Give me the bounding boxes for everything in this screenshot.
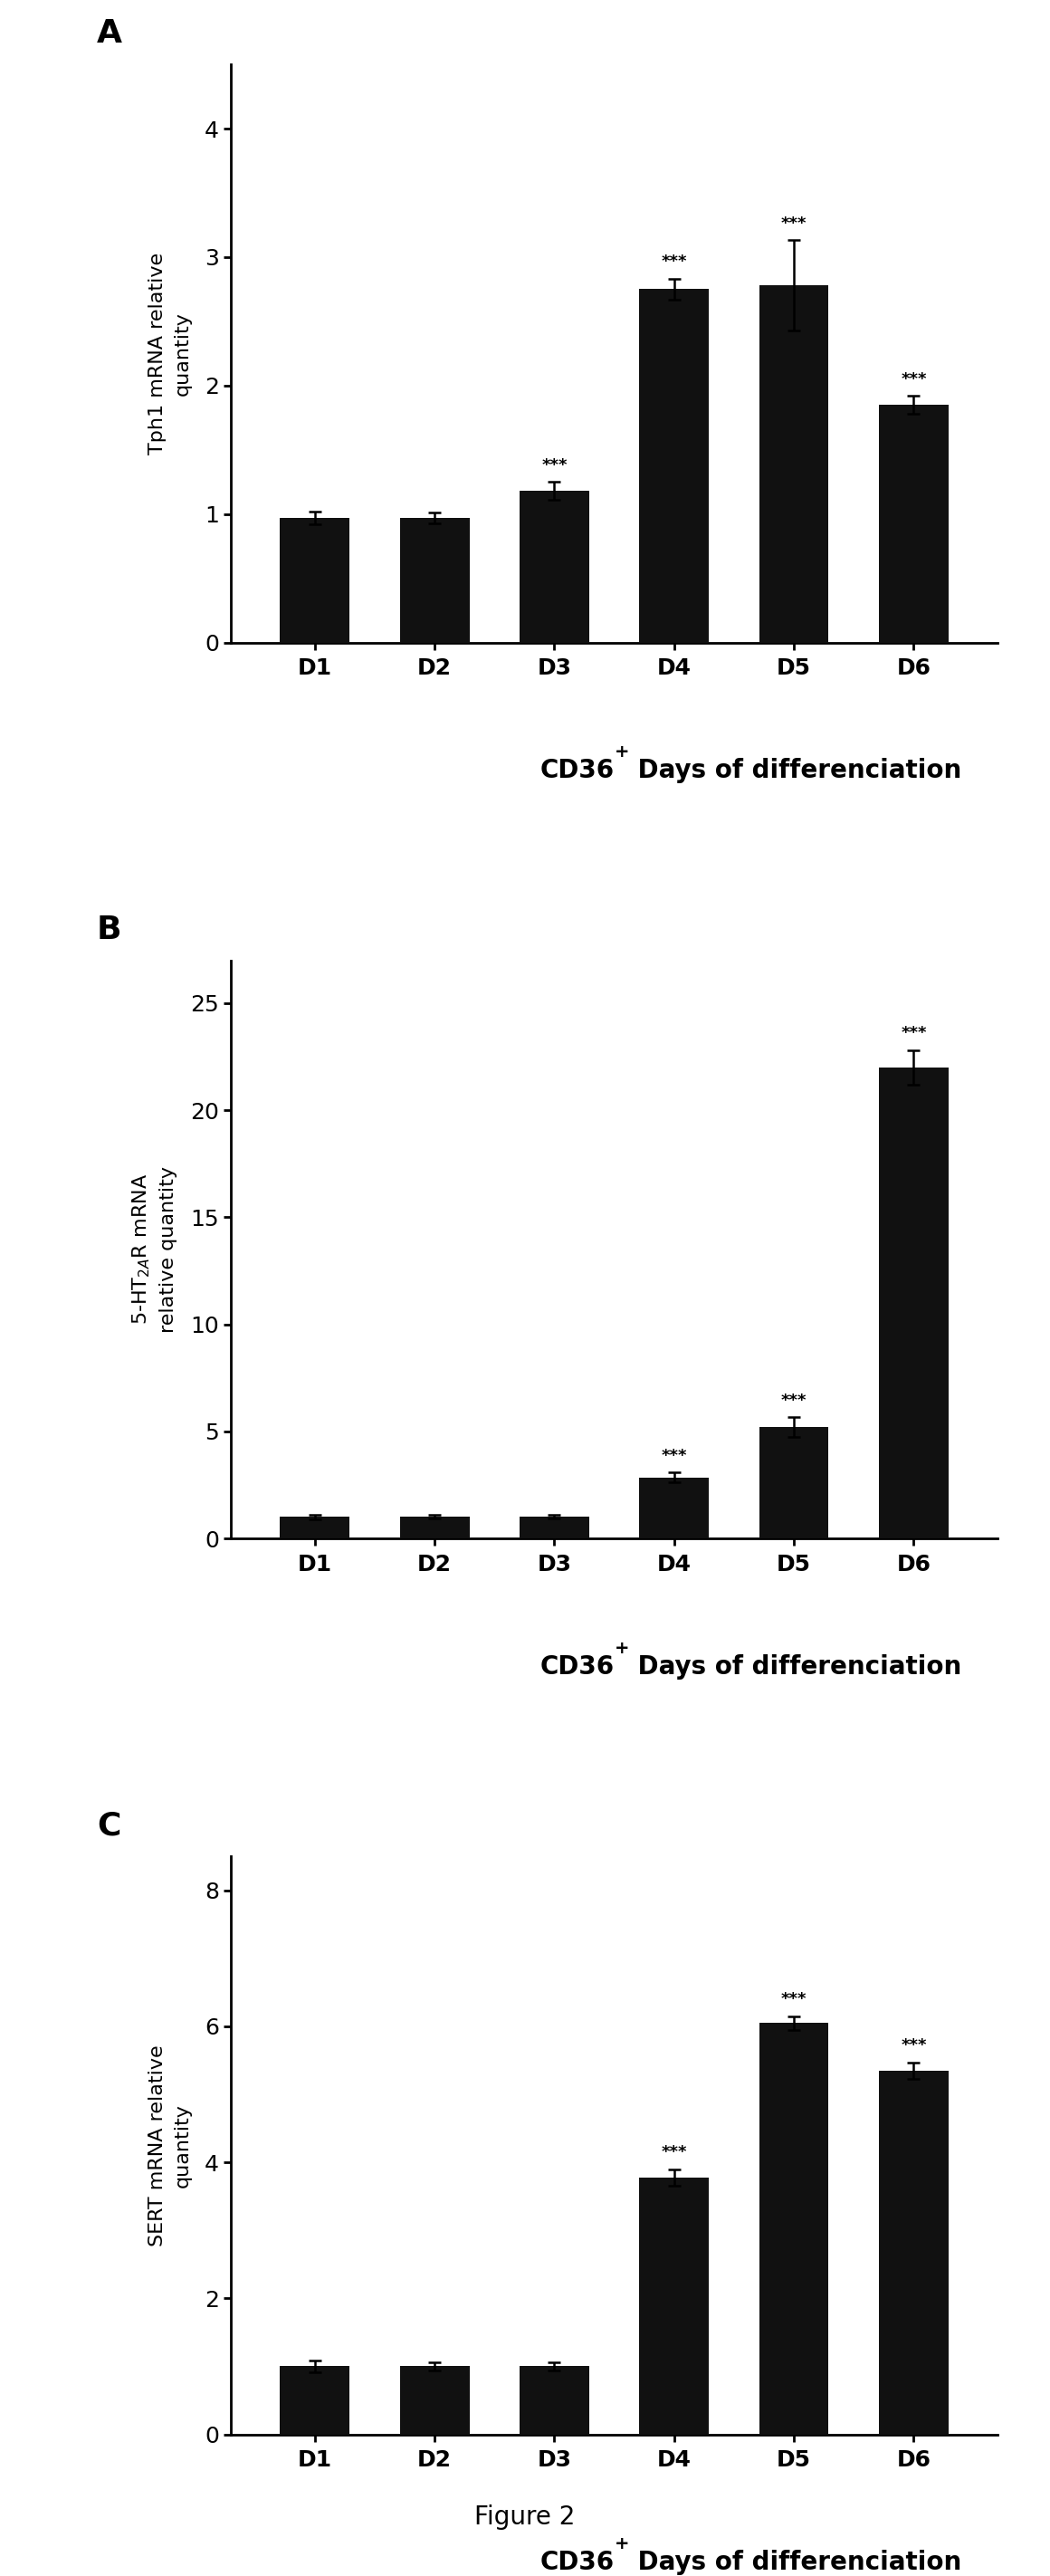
Bar	[280, 1517, 350, 1538]
Text: +: +	[614, 744, 629, 760]
Bar	[520, 492, 589, 641]
Bar	[639, 1479, 709, 1538]
Y-axis label: 5-HT$_{2A}$R mRNA
relative quantity: 5-HT$_{2A}$R mRNA relative quantity	[131, 1167, 177, 1332]
Text: Days of differenciation: Days of differenciation	[629, 2550, 962, 2576]
Bar	[639, 2177, 709, 2434]
Text: ***: ***	[781, 1394, 806, 1409]
Text: Days of differenciation: Days of differenciation	[629, 1654, 962, 1680]
Text: Days of differenciation: Days of differenciation	[629, 757, 962, 783]
Text: ***: ***	[901, 371, 926, 386]
Text: ***: ***	[661, 2143, 687, 2161]
Text: ***: ***	[901, 1025, 926, 1041]
Bar	[759, 2022, 828, 2434]
Bar	[400, 2367, 469, 2434]
Text: +: +	[614, 2535, 629, 2553]
Text: ***: ***	[901, 2038, 926, 2053]
Bar	[400, 1517, 469, 1538]
Text: ***: ***	[781, 216, 806, 232]
Y-axis label: SERT mRNA relative
quantity: SERT mRNA relative quantity	[148, 2045, 192, 2246]
Text: CD36: CD36	[540, 1654, 614, 1680]
Bar	[520, 2367, 589, 2434]
Text: A: A	[97, 18, 122, 49]
Text: B: B	[97, 914, 122, 945]
Text: C: C	[97, 1811, 121, 1842]
Bar	[280, 518, 350, 641]
Bar	[759, 1427, 828, 1538]
Bar	[280, 2367, 350, 2434]
Bar	[639, 289, 709, 641]
Text: CD36: CD36	[540, 2550, 614, 2576]
Bar	[879, 2071, 948, 2434]
Text: ***: ***	[661, 255, 687, 270]
Text: ***: ***	[542, 456, 567, 474]
Bar	[879, 404, 948, 641]
Text: ***: ***	[661, 1448, 687, 1463]
Bar	[759, 286, 828, 641]
Bar	[879, 1066, 948, 1538]
Text: CD36: CD36	[540, 757, 614, 783]
Text: Figure 2: Figure 2	[475, 2504, 575, 2530]
Y-axis label: Tph1 mRNA relative
quantity: Tph1 mRNA relative quantity	[148, 252, 192, 453]
Text: +: +	[614, 1638, 629, 1656]
Bar	[520, 1517, 589, 1538]
Text: ***: ***	[781, 1991, 806, 2007]
Bar	[400, 518, 469, 641]
